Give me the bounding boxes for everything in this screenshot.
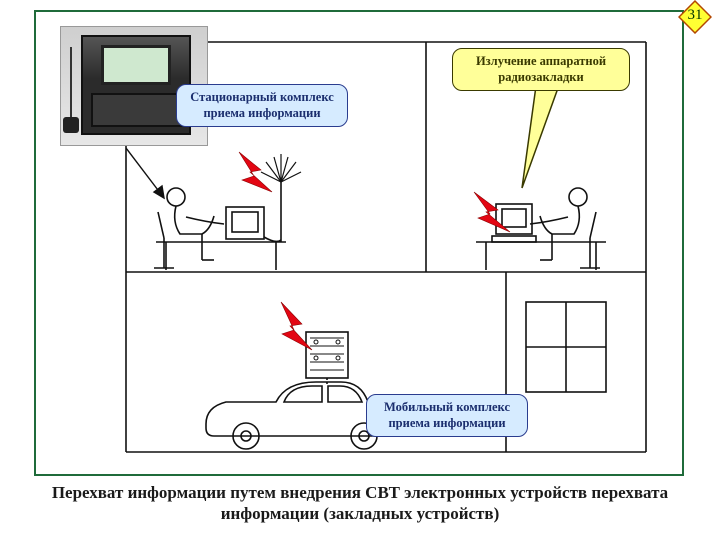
callout-mobile-l1: Мобильный комплекс <box>384 400 510 414</box>
figure-caption: Перехват информации путем внедрения СВТ … <box>0 482 720 525</box>
callout-stationary-l1: Стационарный комплекс <box>190 90 334 104</box>
callout-emission-l2: радиозакладки <box>498 70 583 84</box>
callout-mobile: Мобильный комплекс приема информации <box>366 394 528 437</box>
callout-stationary-l2: приема информации <box>203 106 320 120</box>
page-number-badge: 31 <box>678 0 712 34</box>
diagram-frame: Стационарный комплекс приема информации … <box>34 10 684 476</box>
callout-stationary: Стационарный комплекс приема информации <box>176 84 348 127</box>
callout-emission: Излучение аппаратной радиозакладки <box>452 48 630 91</box>
callout-emission-l1: Излучение аппаратной <box>476 54 606 68</box>
page-number: 31 <box>678 7 712 24</box>
callout-mobile-l2: приема информации <box>388 416 505 430</box>
